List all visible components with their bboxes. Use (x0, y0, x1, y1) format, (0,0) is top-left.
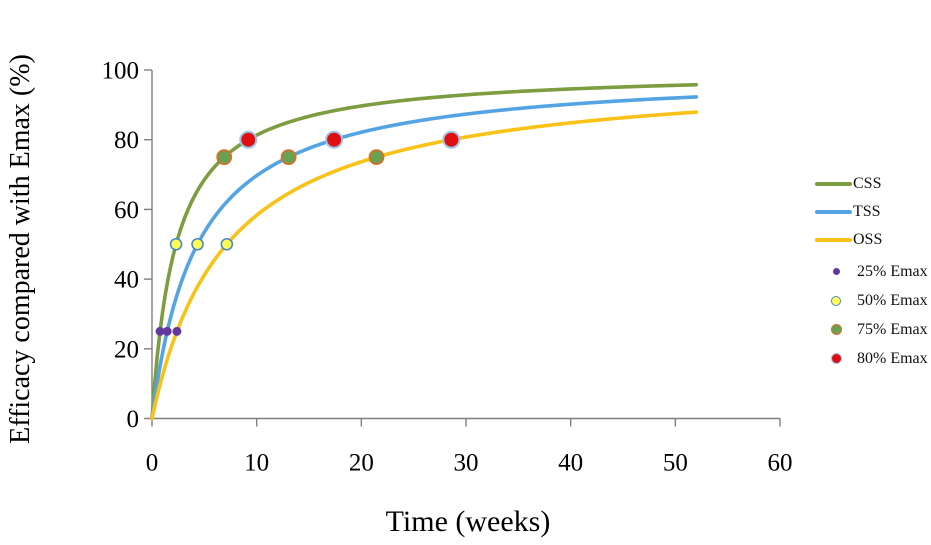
x-tick-label: 30 (454, 450, 479, 477)
x-tick-label: 40 (558, 450, 583, 477)
legend-item-oss: OSS (815, 226, 928, 254)
legend-label-80pct: 80% Emax (857, 349, 928, 367)
legend-label-css: CSS (853, 175, 882, 192)
legend-label-oss: OSS (853, 231, 883, 248)
series-line-oss (150, 110, 699, 421)
legend-marker-group: 25% Emax 50% Emax 75% Emax 80% Emax (815, 257, 928, 373)
legend-label-50pct: 50% Emax (857, 291, 928, 309)
marker-50-emax (220, 237, 234, 251)
legend-item-tss: TSS (815, 198, 928, 226)
marker-75-emax (280, 149, 297, 166)
legend-item-75pct-emax: 75% Emax (815, 315, 928, 344)
marker-50-emax (169, 237, 183, 251)
x-tick-label: 20 (349, 450, 374, 477)
x-tick-label: 10 (244, 450, 269, 477)
legend: CSS TSS OSS 25% Emax 50% Emax 75% Emax (815, 170, 928, 373)
marker-80-emax (442, 130, 461, 149)
legend-line-swatch-css (815, 182, 852, 186)
marker-dot-80pct-icon (830, 353, 842, 364)
legend-item-80pct-emax: 80% Emax (815, 344, 928, 373)
marker-25-emax (162, 326, 172, 336)
marker-25-emax (172, 326, 182, 336)
y-tick-label: 0 (127, 406, 140, 433)
marker-80-emax (325, 130, 344, 149)
y-tick-label: 60 (114, 197, 139, 224)
marker-75-emax (368, 149, 385, 166)
marker-80-emax (239, 130, 258, 149)
y-tick-label: 40 (114, 267, 139, 294)
y-tick-label: 20 (114, 336, 139, 363)
x-axis-title: Time (weeks) (385, 505, 551, 538)
legend-item-css: CSS (815, 170, 928, 198)
x-tick-label: 60 (768, 450, 793, 477)
marker-dot-25pct-icon (832, 268, 840, 275)
legend-line-swatch-tss (815, 210, 852, 214)
marker-dot-50pct-icon (831, 295, 841, 306)
legend-label-25pct: 25% Emax (857, 262, 928, 280)
series-line-css (150, 82, 699, 421)
x-tick-label: 0 (146, 450, 159, 477)
marker-50-emax (191, 237, 204, 251)
y-tick-label: 80 (114, 127, 139, 154)
legend-label-tss: TSS (853, 203, 881, 220)
legend-line-swatch-oss (815, 238, 852, 242)
legend-item-50pct-emax: 50% Emax (815, 286, 928, 315)
y-tick-label: 100 (102, 58, 140, 85)
series-line-tss (150, 95, 699, 421)
marker-75-emax (216, 149, 233, 166)
marker-dot-75pct-icon (830, 324, 842, 335)
legend-label-75pct: 75% Emax (857, 320, 928, 338)
legend-item-25pct-emax: 25% Emax (815, 257, 928, 286)
x-tick-label: 50 (663, 450, 688, 477)
